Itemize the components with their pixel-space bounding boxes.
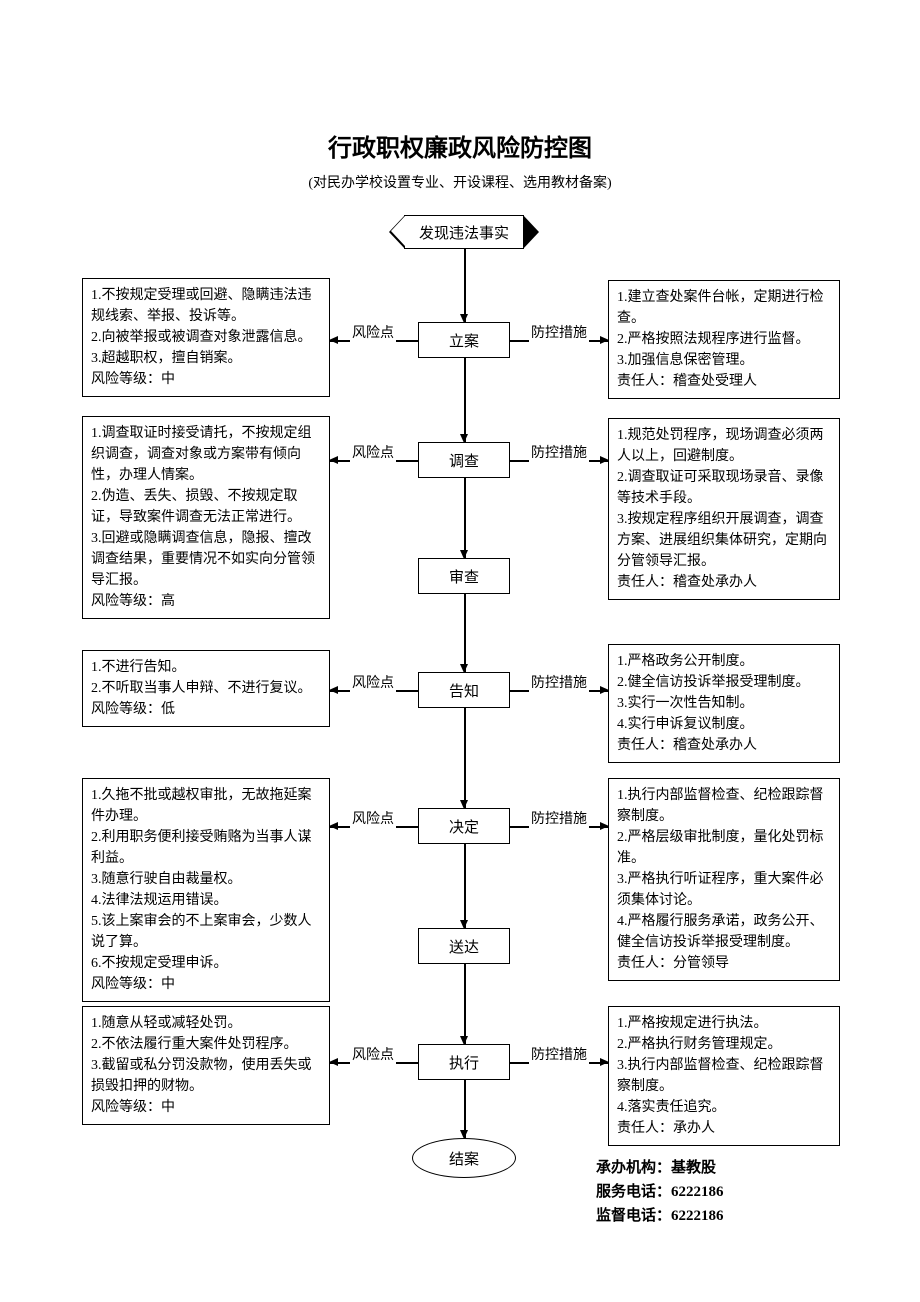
control-box-2: 1.严格政务公开制度。2.健全信访投诉举报受理制度。3.实行一次性告知制。4.实… <box>608 644 840 763</box>
arrow-4-5 <box>464 844 466 928</box>
risk-box-1: 1.调查取证时接受请托，不按规定组织调查，调查对象或方案带有倾向性，办理人情案。… <box>82 416 330 619</box>
arrow-start-0 <box>464 249 466 322</box>
control-box-3: 1.执行内部监督检查、纪检跟踪督察制度。2.严格层级审批制度，量化处罚标准。3.… <box>608 778 840 981</box>
arrow-1-2 <box>464 478 466 558</box>
risk-box-0: 1.不按规定受理或回避、隐瞒违法违规线索、举报、投诉等。2.向被举报或被调查对象… <box>82 278 330 397</box>
flow-step-6: 执行 <box>418 1044 510 1080</box>
control-box-1: 1.规范处罚程序，现场调查必须两人以上，回避制度。2.调查取证可采取现场录音、录… <box>608 418 840 600</box>
arrow-3-4 <box>464 708 466 808</box>
risk-label-4: 风险点 <box>350 1044 396 1064</box>
risk-box-4: 1.随意从轻或减轻处罚。2.不依法履行重大案件处罚程序。3.截留或私分罚没款物，… <box>82 1006 330 1125</box>
risk-box-3: 1.久拖不批或越权审批，无故拖延案件办理。2.利用职务便利接受贿赂为当事人谋利益… <box>82 778 330 1002</box>
control-box-0: 1.建立查处案件台帐，定期进行检查。2.严格按照法规程序进行监督。3.加强信息保… <box>608 280 840 399</box>
risk-box-2: 1.不进行告知。2.不听取当事人申辩、不进行复议。风险等级：低 <box>82 650 330 727</box>
end-node: 结案 <box>412 1138 516 1178</box>
footer-org: 承办机构：基教股 <box>596 1156 724 1180</box>
footer-service: 服务电话：6222186 <box>596 1180 724 1204</box>
flow-step-4: 决定 <box>418 808 510 844</box>
arrow-5-6 <box>464 964 466 1044</box>
control-box-4: 1.严格按规定进行执法。2.严格执行财务管理规定。3.执行内部监督检查、纪检跟踪… <box>608 1006 840 1146</box>
control-label-4: 防控措施 <box>529 1044 589 1064</box>
arrow-2-3 <box>464 594 466 672</box>
control-label-1: 防控措施 <box>529 442 589 462</box>
arrow-0-1 <box>464 358 466 442</box>
page-subtitle: (对民办学校设置专业、开设课程、选用教材备案) <box>0 172 920 192</box>
start-node: 发现违法事实 <box>404 215 524 249</box>
risk-label-1: 风险点 <box>350 442 396 462</box>
footer-supervise: 监督电话：6222186 <box>596 1204 724 1228</box>
footer-block: 承办机构：基教股 服务电话：6222186 监督电话：6222186 <box>596 1156 724 1228</box>
control-label-3: 防控措施 <box>529 808 589 828</box>
arrow-6-end <box>464 1080 466 1138</box>
flow-step-5: 送达 <box>418 928 510 964</box>
control-label-0: 防控措施 <box>529 322 589 342</box>
flow-step-1: 调查 <box>418 442 510 478</box>
flow-step-3: 告知 <box>418 672 510 708</box>
flow-step-2: 审查 <box>418 558 510 594</box>
risk-label-2: 风险点 <box>350 672 396 692</box>
page-title: 行政职权廉政风险防控图 <box>0 128 920 163</box>
risk-label-0: 风险点 <box>350 322 396 342</box>
flow-step-0: 立案 <box>418 322 510 358</box>
risk-label-3: 风险点 <box>350 808 396 828</box>
control-label-2: 防控措施 <box>529 672 589 692</box>
